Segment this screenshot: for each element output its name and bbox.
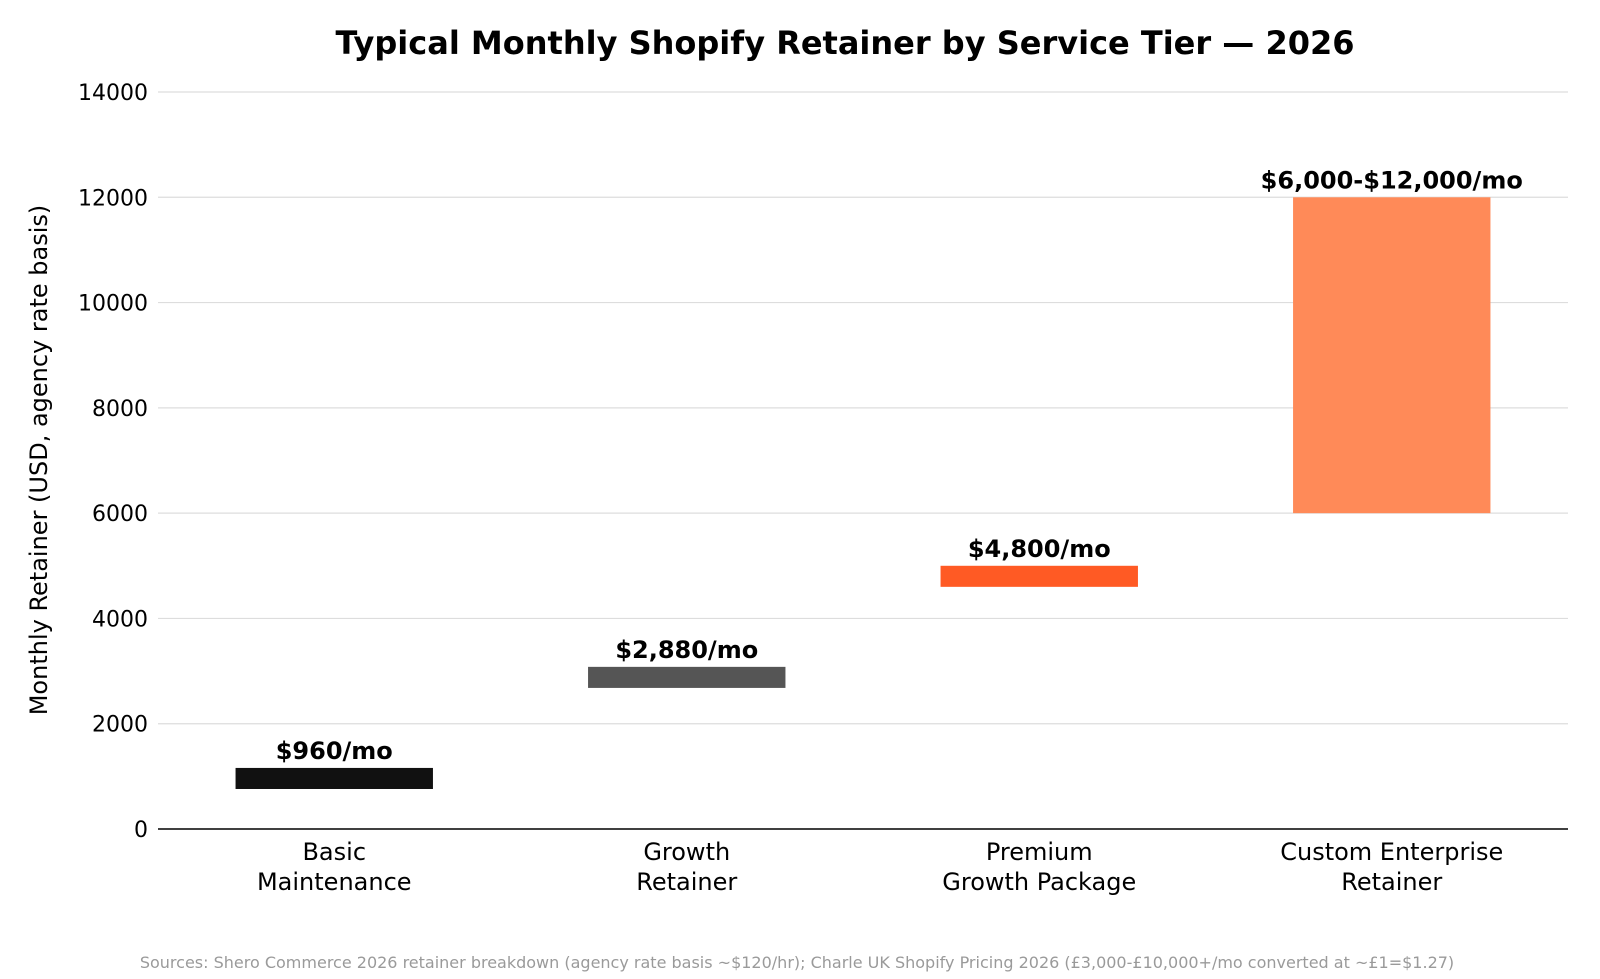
y-tick-label: 12000: [78, 186, 148, 211]
category-label: Basic Maintenance: [257, 838, 412, 896]
data-label: $6,000-$12,000/mo: [1261, 166, 1523, 194]
y-axis-ticks: 0 2000 4000 6000 8000 10000 12000 14000: [78, 81, 148, 843]
y-axis-label: Monthly Retainer (USD, agency rate basis…: [25, 205, 53, 716]
bar: [588, 666, 786, 688]
x-axis-categories: Basic Maintenance Growth Retainer Premium Gro…: [257, 838, 1503, 896]
category-label: Growth Retainer: [636, 838, 737, 896]
bar: [940, 565, 1138, 587]
category-label: Custom Enterprise Retainer: [1280, 838, 1503, 896]
data-label: $4,800/mo: [968, 535, 1111, 563]
category-label: Premium Growth Package: [942, 838, 1136, 896]
source-note: Sources: Shero Commerce 2026 retainer br…: [140, 953, 1454, 972]
bar: [1293, 197, 1491, 514]
bars: [235, 197, 1491, 789]
data-label: $2,880/mo: [615, 636, 758, 664]
chart-title: Typical Monthly Shopify Retainer by Serv…: [335, 24, 1354, 62]
y-tick-label: 0: [134, 818, 148, 843]
bar: [235, 767, 433, 789]
y-tick-label: 4000: [92, 607, 148, 632]
y-tick-label: 2000: [92, 713, 148, 738]
y-tick-label: 8000: [92, 397, 148, 422]
grid-lines: [158, 91, 1568, 725]
y-tick-label: 6000: [92, 502, 148, 527]
data-labels: $960/mo $2,880/mo $4,800/mo $6,000-$12,000/…: [276, 166, 1523, 765]
y-tick-label: 10000: [78, 292, 148, 317]
y-tick-label: 14000: [78, 81, 148, 106]
data-label: $960/mo: [276, 737, 393, 765]
